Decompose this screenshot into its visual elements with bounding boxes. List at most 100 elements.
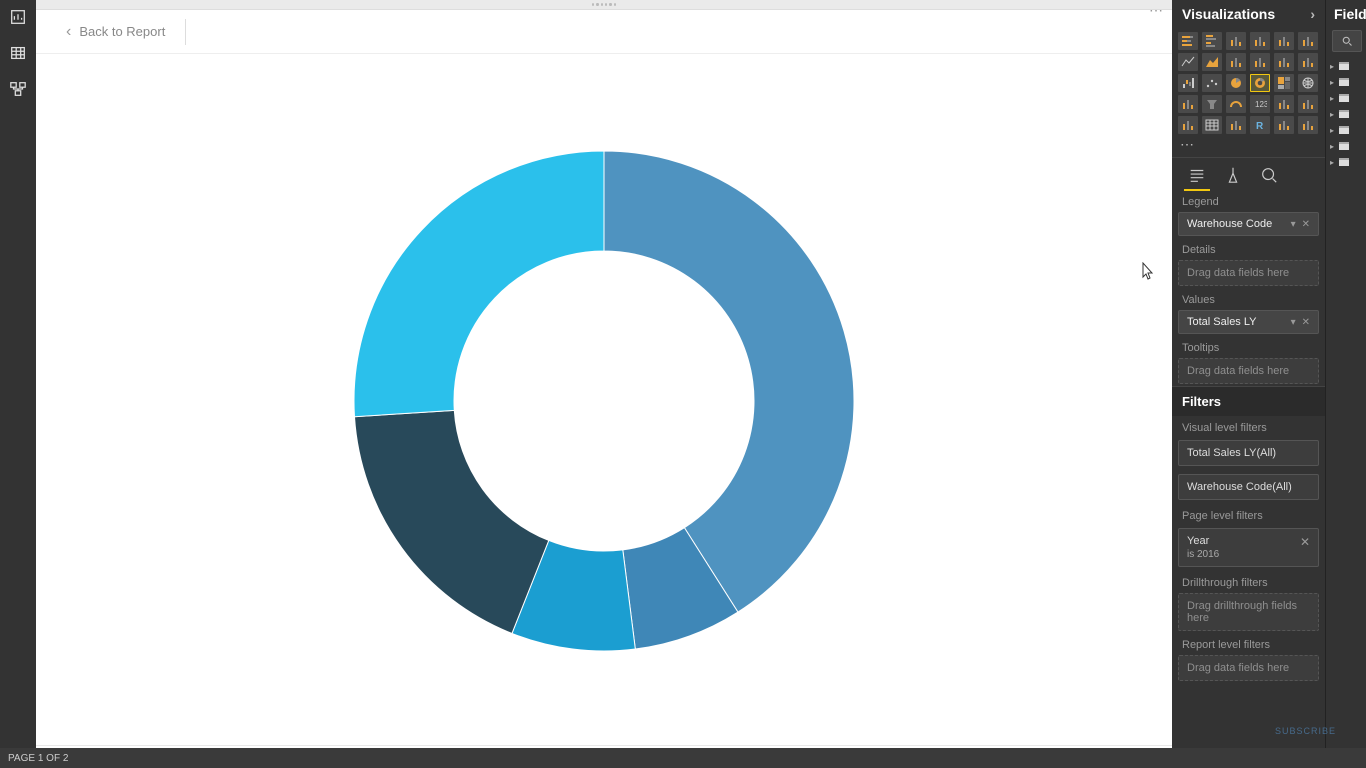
svg-text:R: R: [1256, 121, 1264, 132]
visual-filter-1[interactable]: Warehouse Code(All): [1178, 474, 1319, 500]
visual-options-icon[interactable]: ⋯: [1149, 2, 1164, 19]
viz-type-multi-card[interactable]: [1274, 95, 1294, 113]
viz-type-stacked-bar-100[interactable]: [1274, 32, 1294, 50]
viz-pane-header: Visualizations ›: [1172, 0, 1325, 28]
page-indicator: PAGE 1 OF 2: [8, 753, 68, 764]
canvas-wrap: ⋯ ‹ Back to Report: [36, 0, 1172, 768]
svg-text:123: 123: [1255, 100, 1267, 109]
donut-chart[interactable]: [354, 151, 854, 651]
fields-pane-title: Fields: [1326, 0, 1366, 28]
viz-type-gauge[interactable]: [1226, 95, 1246, 113]
visual-filter-0[interactable]: Total Sales LY(All): [1178, 440, 1319, 466]
report-filters-label: Report level filters: [1172, 633, 1325, 653]
viz-type-kpi[interactable]: [1298, 95, 1318, 113]
field-table-row[interactable]: ▸: [1330, 124, 1362, 136]
donut-slice-3[interactable]: [354, 410, 548, 633]
viz-type-map[interactable]: [1298, 74, 1318, 92]
viz-type-treemap[interactable]: [1274, 74, 1294, 92]
nav-data-icon[interactable]: [7, 42, 29, 64]
viz-more-icon[interactable]: ⋯: [1172, 136, 1325, 157]
right-panes: Visualizations › 123R ⋯ Legend Warehouse…: [1172, 0, 1366, 768]
viz-type-clustered-bar[interactable]: [1202, 32, 1222, 50]
left-nav-rail: [0, 0, 36, 768]
visual-filter-1-text: Warehouse Code(All): [1187, 481, 1292, 493]
values-field-pill[interactable]: Total Sales LY ▾ ✕: [1178, 310, 1319, 334]
viz-pane-title: Visualizations: [1182, 6, 1275, 22]
viz-type-donut[interactable]: [1250, 74, 1270, 92]
drill-well[interactable]: Drag drillthrough fields here: [1178, 593, 1319, 631]
page-filters-label: Page level filters: [1172, 504, 1325, 524]
viz-type-r-visual[interactable]: R: [1250, 116, 1270, 134]
visualizations-pane: Visualizations › 123R ⋯ Legend Warehouse…: [1172, 0, 1325, 768]
visual-filter-0-text: Total Sales LY(All): [1187, 447, 1276, 459]
viz-type-filled-map[interactable]: [1178, 95, 1198, 113]
viz-type-card[interactable]: 123: [1250, 95, 1270, 113]
viz-type-stacked-col-100[interactable]: [1298, 32, 1318, 50]
viz-type-area[interactable]: [1202, 53, 1222, 71]
separator: [185, 19, 186, 45]
canvas-footer-line: [36, 745, 1172, 746]
watermark: SUBSCRIBE: [1275, 726, 1336, 736]
grip-icon: [592, 3, 616, 7]
legend-field-pill[interactable]: Warehouse Code ▾ ✕: [1178, 212, 1319, 236]
fields-search[interactable]: [1332, 30, 1362, 52]
cursor-icon: [1140, 262, 1156, 287]
chevron-left-icon: ‹: [66, 23, 71, 41]
viz-type-ribbon[interactable]: [1298, 53, 1318, 71]
report-filters-well[interactable]: Drag data fields here: [1178, 655, 1319, 681]
field-table-row[interactable]: ▸: [1330, 156, 1362, 168]
viz-type-table[interactable]: [1202, 116, 1222, 134]
donut-slice-4[interactable]: [354, 151, 604, 417]
field-table-row[interactable]: ▸: [1330, 140, 1362, 152]
legend-field-text: Warehouse Code: [1187, 218, 1272, 230]
fields-pane: Fields ▸ ▸ ▸ ▸ ▸ ▸ ▸: [1325, 0, 1366, 768]
viz-type-grid: 123 R: [1172, 28, 1325, 136]
viz-type-slicer[interactable]: [1178, 116, 1198, 134]
field-table-row[interactable]: ▸: [1330, 108, 1362, 120]
back-to-report-button[interactable]: ‹ Back to Report: [56, 19, 175, 45]
viz-type-stacked-bar[interactable]: [1178, 32, 1198, 50]
chevron-down-icon[interactable]: ▾: [1291, 317, 1296, 328]
remove-legend-icon[interactable]: ✕: [1302, 219, 1310, 230]
viz-type-python[interactable]: [1274, 116, 1294, 134]
viz-type-stacked-col[interactable]: [1226, 32, 1246, 50]
tab-format[interactable]: [1222, 164, 1244, 186]
donut-slice-0[interactable]: [604, 151, 854, 612]
viz-type-waterfall[interactable]: [1178, 74, 1198, 92]
remove-values-icon[interactable]: ✕: [1302, 317, 1310, 328]
field-table-row[interactable]: ▸: [1330, 76, 1362, 88]
viz-type-funnel[interactable]: [1202, 95, 1222, 113]
viz-type-clustered-col[interactable]: [1250, 32, 1270, 50]
remove-page-filter-icon[interactable]: ✕: [1300, 535, 1310, 549]
visual-filters-label: Visual level filters: [1172, 416, 1325, 436]
filters-header: Filters: [1172, 386, 1325, 416]
details-well[interactable]: Drag data fields here: [1178, 260, 1319, 286]
values-field-text: Total Sales LY: [1187, 316, 1257, 328]
tooltips-well[interactable]: Drag data fields here: [1178, 358, 1319, 384]
drill-back-row: ‹ Back to Report: [36, 10, 1172, 54]
tab-analytics[interactable]: [1258, 164, 1280, 186]
canvas-topbar: ⋯: [36, 0, 1172, 10]
drill-label: Drillthrough filters: [1172, 571, 1325, 591]
viz-type-pie[interactable]: [1226, 74, 1246, 92]
report-canvas[interactable]: [36, 54, 1172, 768]
page-filter-card[interactable]: Year is 2016 ✕: [1178, 528, 1319, 567]
tab-fields[interactable]: [1186, 164, 1208, 186]
nav-report-icon[interactable]: [7, 6, 29, 28]
viz-type-matrix[interactable]: [1226, 116, 1246, 134]
field-table-row[interactable]: ▸: [1330, 60, 1362, 72]
viz-type-arcgis[interactable]: [1298, 116, 1318, 134]
collapse-viz-icon[interactable]: ›: [1310, 6, 1315, 22]
nav-model-icon[interactable]: [7, 78, 29, 100]
viz-type-line-stacked[interactable]: [1274, 53, 1294, 71]
values-label: Values: [1172, 288, 1325, 308]
viz-type-stacked-area[interactable]: [1226, 53, 1246, 71]
chevron-down-icon[interactable]: ▾: [1291, 219, 1296, 230]
viz-tab-row: [1172, 157, 1325, 190]
viz-type-line-clustered[interactable]: [1250, 53, 1270, 71]
tooltips-label: Tooltips: [1172, 336, 1325, 356]
field-table-row[interactable]: ▸: [1330, 92, 1362, 104]
viz-type-scatter[interactable]: [1202, 74, 1222, 92]
viz-type-line[interactable]: [1178, 53, 1198, 71]
page-filter-field: Year: [1187, 535, 1219, 547]
